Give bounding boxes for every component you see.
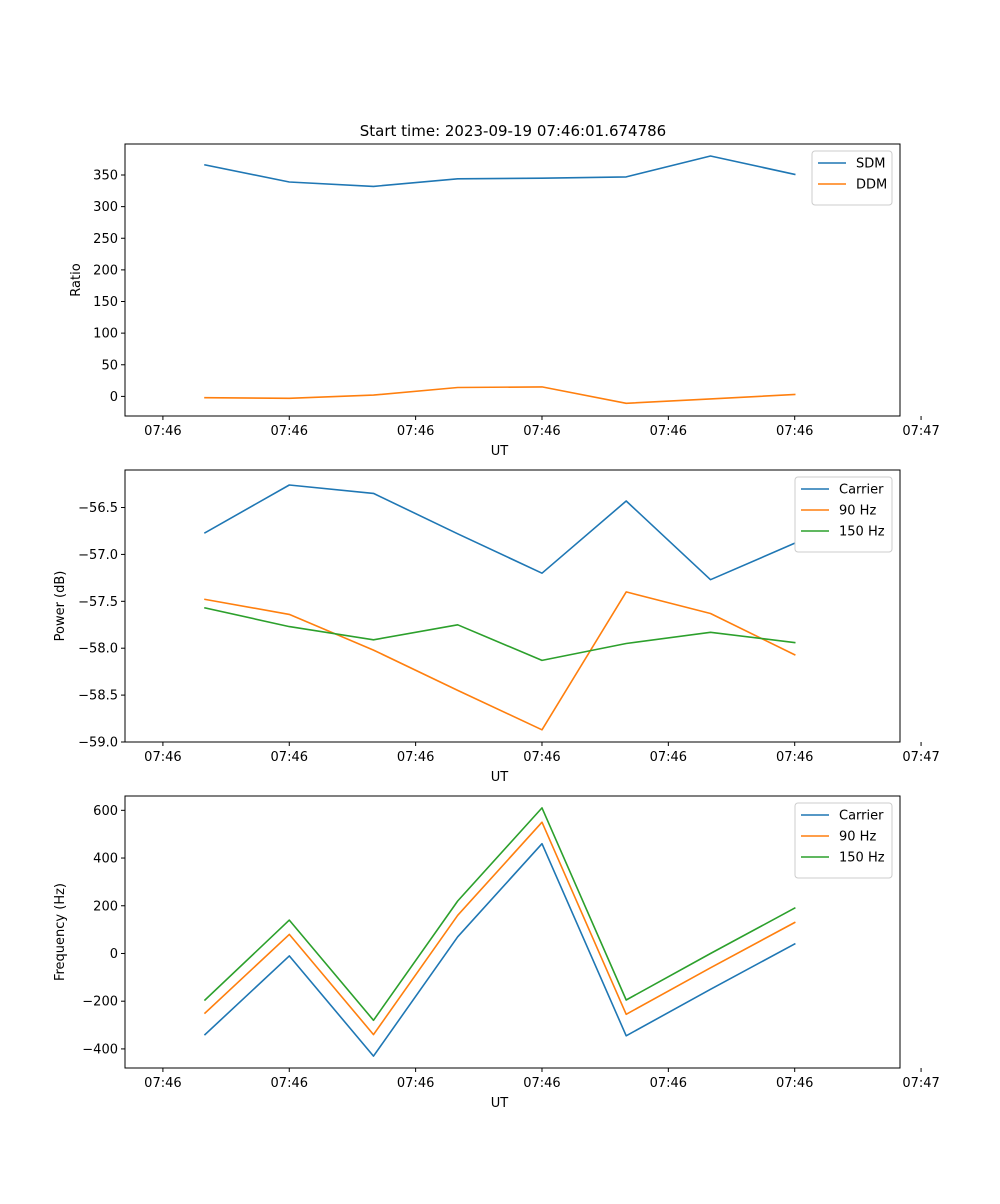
y-tick-label: −58.0 [78, 642, 118, 657]
x-axis-label: UT [491, 444, 509, 459]
legend-label: 90 Hz [839, 830, 876, 845]
legend: Carrier 90 Hz 150 Hz [794, 802, 893, 879]
x-tick-label: 07:47 [902, 1076, 939, 1091]
y-tick-label: −58.5 [78, 689, 118, 704]
y-tick-label: −56.5 [78, 501, 118, 516]
x-tick-label: 07:47 [902, 750, 939, 765]
x-tick-label: 07:46 [397, 424, 434, 439]
y-axis-label: Frequency (Hz) [53, 883, 68, 981]
y-tick-label: −200 [82, 995, 118, 1010]
legend-label: 90 Hz [839, 504, 876, 519]
legend-label: 150 Hz [839, 851, 885, 866]
y-tick-label: 100 [93, 327, 118, 342]
x-tick-label: 07:46 [523, 424, 560, 439]
series-line-ddm [204, 386, 796, 405]
legend-box [811, 150, 893, 206]
y-tick-label: 400 [93, 852, 118, 867]
series-line-carrier [203, 484, 796, 581]
legend-box [794, 802, 893, 879]
x-tick-label: 07:46 [523, 1076, 560, 1091]
y-tick-label: 200 [93, 899, 118, 914]
x-tick-label: 07:46 [776, 750, 813, 765]
legend-box [794, 476, 893, 553]
y-tick-label: 300 [93, 200, 118, 215]
x-tick-label: 07:47 [902, 424, 939, 439]
x-tick-label: 07:46 [776, 1076, 813, 1091]
x-tick-label: 07:46 [397, 750, 434, 765]
x-tick-label: 07:46 [271, 750, 308, 765]
x-axis-label: UT [491, 1096, 509, 1111]
x-tick-label: 07:46 [397, 1076, 434, 1091]
x-tick-label: 07:46 [271, 424, 308, 439]
legend-label: Carrier [839, 809, 884, 824]
y-tick-label: −400 [82, 1042, 118, 1057]
y-axis-label: Power (dB) [53, 571, 68, 642]
axes-frame [124, 143, 901, 417]
chart-panel-3: 07:46 07:46 07:46 07:46 07:46 07:46 07:47 −400 −… [53, 795, 940, 1111]
y-tick-label: 600 [93, 804, 118, 819]
y-tick-label: 250 [93, 232, 118, 247]
axes-frame [124, 795, 901, 1069]
legend-label: Carrier [839, 483, 884, 498]
x-tick-label: 07:46 [144, 1076, 181, 1091]
y-tick-label: 50 [101, 358, 118, 373]
y-tick-label: 150 [93, 295, 118, 310]
y-axis-label: Ratio [69, 263, 84, 296]
series-line-150-hz [203, 807, 796, 1022]
x-tick-label: 07:46 [650, 424, 687, 439]
x-tick-label: 07:46 [523, 750, 560, 765]
chart-panel-2: 07:46 07:46 07:46 07:46 07:46 07:46 07:47 −59.0… [53, 469, 940, 785]
series-line-90-hz [203, 821, 796, 1036]
series-line-carrier [203, 842, 796, 1057]
y-tick-label: −57.0 [78, 548, 118, 563]
series-line-150-hz [204, 606, 796, 662]
x-tick-label: 07:46 [650, 750, 687, 765]
x-tick-label: 07:46 [144, 424, 181, 439]
figure-title: Start time: 2023-09-19 07:46:01.674786 [360, 122, 666, 140]
axes-frame [124, 469, 901, 743]
x-tick-label: 07:46 [144, 750, 181, 765]
y-tick-label: 200 [93, 263, 118, 278]
legend-label: DDM [856, 178, 887, 193]
legend-label: 150 Hz [839, 525, 885, 540]
series-line-90-hz [204, 591, 796, 731]
legend: Carrier 90 Hz 150 Hz [794, 476, 893, 553]
x-tick-label: 07:46 [776, 424, 813, 439]
y-tick-label: 0 [110, 947, 118, 962]
y-tick-label: −59.0 [78, 736, 118, 751]
legend-label: SDM [856, 157, 885, 172]
y-tick-label: 0 [110, 390, 118, 405]
series-line-sdm [204, 155, 796, 188]
y-tick-label: 350 [93, 168, 118, 183]
chart-panel-1: 07:46 07:46 07:46 07:46 07:46 07:46 07:47 0 50 10… [69, 143, 940, 459]
x-tick-label: 07:46 [650, 1076, 687, 1091]
legend: SDM DDM [811, 150, 893, 206]
x-axis-label: UT [491, 770, 509, 785]
y-tick-label: −57.5 [78, 595, 118, 610]
x-tick-label: 07:46 [271, 1076, 308, 1091]
